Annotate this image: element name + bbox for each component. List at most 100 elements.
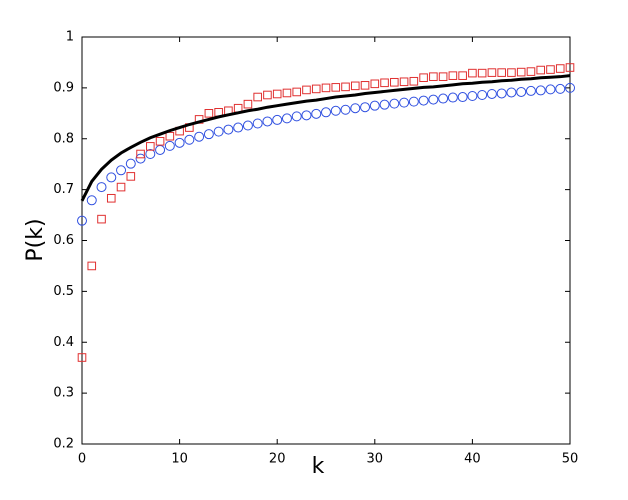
circle-marker [360,102,371,113]
circle-marker [350,103,361,114]
square-marker [458,71,467,80]
circle-marker [486,88,497,99]
circle-marker [252,118,263,129]
circle-marker [525,85,536,96]
x-tick-label: 0 [78,452,86,467]
circle-marker [555,83,566,94]
x-axis-label: k [312,454,325,479]
circle-marker [203,129,214,140]
square-marker [477,68,487,78]
circle-marker [330,105,341,116]
square-marker [419,73,428,83]
circle-marker [369,100,380,111]
square-marker [555,64,565,73]
square-marker [97,214,106,224]
circle-marker [77,215,87,226]
square-marker [136,149,145,159]
square-marker [399,77,409,87]
square-marker [77,353,87,362]
square-marker [360,81,370,90]
circle-marker [340,104,351,115]
square-marker [302,85,311,95]
circle-marker [242,120,253,131]
y-tick-label: 0.9 [53,80,74,95]
circle-marker [467,91,478,102]
y-axis-label: P(k) [23,218,48,261]
square-marker [155,136,165,146]
circle-marker [535,85,546,96]
circle-marker [116,165,127,176]
square-marker [116,182,126,192]
circle-marker [496,88,507,99]
plot-frame [81,36,571,445]
circle-marker [565,82,575,93]
y-tick-label: 0.6 [53,233,74,248]
square-marker [380,78,389,88]
square-marker [341,82,350,92]
y-tick-label: 0.2 [53,437,74,452]
square-marker [311,84,321,94]
circle-marker [389,98,400,109]
square-marker [468,68,477,78]
circle-marker [516,86,527,97]
circle-marker [428,94,439,105]
circle-marker [164,140,175,151]
circle-marker [311,108,322,119]
circle-marker [223,124,234,135]
x-tick-label: 40 [464,452,481,467]
y-tick-label: 0.7 [53,182,74,197]
circle-marker [194,131,205,142]
square-marker [487,68,497,77]
square-marker [390,77,399,87]
square-marker [565,63,575,72]
square-marker [536,65,546,75]
square-marker [165,131,175,141]
circle-marker [184,134,195,145]
circle-marker [233,122,244,133]
circle-marker [457,92,468,103]
circle-marker [321,107,331,118]
y-tick-label: 1 [66,30,74,45]
square-marker [331,83,341,92]
square-marker [292,87,302,97]
circle-marker [96,182,107,193]
square-marker [263,90,272,100]
square-marker [370,79,380,89]
circle-marker [399,97,410,108]
square-marker [350,81,360,91]
square-marker [87,261,97,271]
circle-marker [379,99,390,110]
square-marker [282,88,292,98]
circle-marker [106,172,117,183]
square-marker [272,89,282,99]
square-marker [146,142,155,151]
circle-marker [213,126,224,137]
series-line [80,74,571,202]
square-marker [448,71,458,80]
circle-marker [545,84,556,95]
x-tick-label: 30 [367,452,384,467]
x-tick-label: 20 [269,452,286,467]
square-marker [204,109,214,118]
square-marker [516,67,526,77]
circle-marker [262,116,273,127]
y-tick-label: 0.5 [53,284,74,299]
x-tick-label: 50 [562,452,579,467]
y-tick-label: 0.3 [53,386,74,401]
square-marker [546,65,555,74]
circle-marker [418,95,429,106]
circle-marker [86,195,97,206]
square-marker [253,92,262,102]
square-marker [507,68,516,77]
circle-marker [272,114,283,125]
circle-marker [145,149,156,160]
x-tick-label: 10 [171,452,188,467]
circle-marker [447,92,458,103]
circle-marker [477,89,488,100]
square-marker [438,72,448,81]
square-marker [243,99,253,109]
circle-marker [174,137,185,148]
